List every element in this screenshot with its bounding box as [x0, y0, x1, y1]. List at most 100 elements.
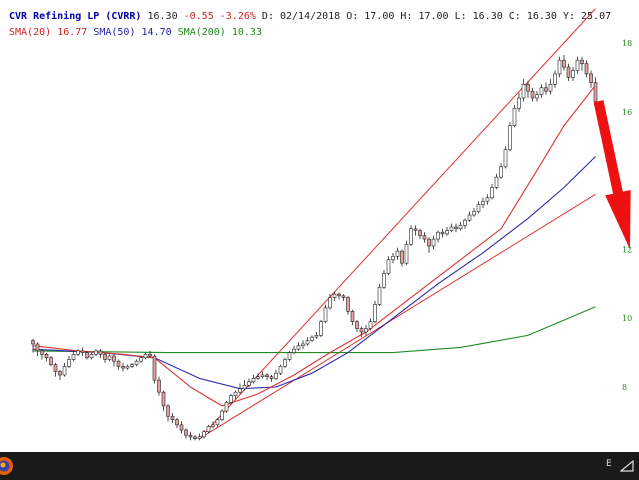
- candle-body: [422, 235, 427, 240]
- candle-100: [481, 197, 485, 209]
- candle-body: [53, 364, 58, 372]
- candle-13: [89, 352, 94, 360]
- candle-body: [305, 340, 310, 345]
- candle-56: [283, 357, 287, 369]
- candle-12: [85, 350, 89, 360]
- candle-body: [413, 228, 418, 231]
- candle-90: [436, 230, 440, 243]
- candle-body: [310, 336, 314, 341]
- candle-120: [571, 67, 575, 81]
- candle-29: [161, 390, 166, 412]
- candle-123: [584, 60, 589, 78]
- candle-95: [458, 221, 463, 231]
- candle-body: [580, 59, 584, 64]
- candle-35: [188, 431, 193, 441]
- candle-5: [53, 362, 58, 377]
- candle-body: [535, 94, 539, 99]
- candle-27: [152, 354, 157, 384]
- candle-body: [274, 372, 278, 379]
- candle-0: [31, 338, 35, 353]
- candle-body: [157, 379, 161, 393]
- chart-canvas: 8 10 12 16 18: [31, 8, 632, 441]
- sma200-line: [32, 306, 596, 354]
- sma200-label: SMA(200): [177, 27, 226, 38]
- candle-body: [94, 350, 98, 355]
- candle-40: [211, 421, 215, 429]
- candle-73: [359, 326, 364, 338]
- price-change-pct: -3.26%: [219, 11, 256, 22]
- candle-9: [71, 350, 76, 362]
- y-tick-8: 8: [622, 383, 627, 392]
- candle-16: [103, 352, 107, 363]
- candle-body: [350, 311, 355, 322]
- candle-57: [287, 350, 292, 362]
- candle-body: [206, 426, 211, 433]
- candle-body: [431, 238, 436, 247]
- candle-99: [476, 201, 481, 214]
- last-price: 16.30: [147, 11, 178, 22]
- candle-body: [386, 259, 391, 274]
- candle-64: [319, 319, 323, 338]
- forecast-arrow: [593, 100, 631, 250]
- candle-body: [571, 70, 575, 78]
- candle-body: [332, 293, 337, 298]
- candle-74: [364, 325, 368, 336]
- candle-10: [76, 349, 80, 357]
- candle-21: [125, 364, 130, 370]
- candle-body: [346, 297, 350, 312]
- candle-30: [166, 404, 170, 422]
- candle-body: [499, 166, 503, 178]
- candle-48: [247, 378, 251, 387]
- candle-body: [364, 328, 368, 333]
- candle-45: [233, 390, 238, 400]
- candle-75: [368, 318, 373, 331]
- candle-118: [562, 55, 566, 71]
- candle-121: [575, 56, 580, 74]
- firefox-icon[interactable]: [0, 456, 14, 476]
- candle-body: [193, 436, 197, 439]
- candle-6: [58, 369, 62, 381]
- candle-72: [355, 319, 359, 332]
- candle-119: [566, 63, 571, 81]
- trendline-0: [199, 8, 596, 439]
- candle-94: [454, 223, 458, 233]
- network-icon[interactable]: [620, 460, 634, 472]
- candle-34: [184, 428, 188, 439]
- price-chart[interactable]: 8 10 12 16 18: [0, 0, 639, 452]
- candle-114: [544, 82, 548, 95]
- candle-2: [40, 349, 44, 360]
- candle-body: [296, 345, 301, 350]
- candle-body: [584, 63, 589, 75]
- candle-body: [202, 431, 206, 438]
- candle-76: [373, 301, 377, 324]
- candle-87: [422, 232, 427, 243]
- candle-110: [526, 80, 530, 99]
- candle-63: [314, 331, 319, 339]
- candle-122: [580, 56, 584, 71]
- candle-body: [314, 335, 319, 338]
- candle-body: [458, 225, 463, 230]
- symbol-title: CVR Refining LP (CVRR): [9, 11, 142, 22]
- candle-59: [296, 342, 301, 351]
- candle-49: [251, 374, 256, 384]
- candle-body: [170, 415, 175, 420]
- candle-body: [215, 419, 220, 426]
- candle-85: [413, 225, 418, 236]
- candle-body: [125, 366, 130, 369]
- candle-body: [292, 348, 296, 353]
- candle-body: [80, 350, 85, 353]
- candle-body: [40, 350, 44, 355]
- candle-80: [391, 252, 395, 264]
- price-change: -0.55: [183, 11, 214, 22]
- candle-11: [80, 347, 85, 357]
- candle-28: [157, 376, 161, 396]
- candle-body: [490, 187, 494, 199]
- candle-body: [544, 87, 548, 92]
- y-tick-18: 18: [622, 39, 632, 48]
- candle-79: [386, 256, 391, 276]
- candle-body: [89, 354, 94, 359]
- candle-body: [130, 364, 134, 367]
- candle-body: [121, 366, 125, 369]
- down-arrow: [593, 100, 631, 250]
- candle-38: [202, 430, 206, 439]
